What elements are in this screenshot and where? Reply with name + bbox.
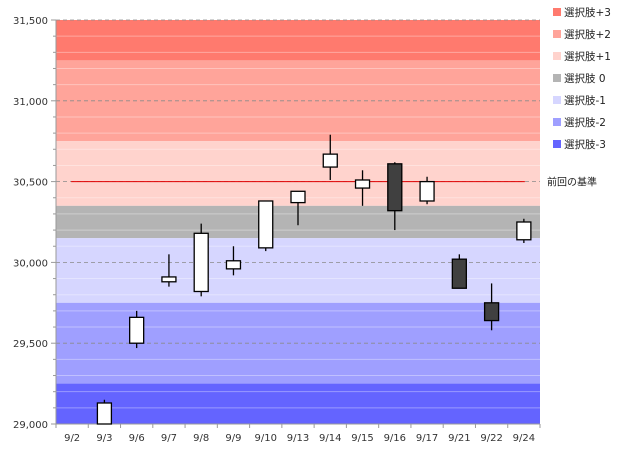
candle: [387, 162, 403, 231]
candle: [451, 254, 467, 289]
legend-label: 選択肢+1: [564, 50, 611, 63]
y-tick-label: 30,000: [13, 258, 48, 269]
legend-label: 選択肢 0: [564, 72, 606, 85]
y-tick-label: 29,500: [13, 339, 48, 350]
x-tick-label: 9/2: [64, 433, 80, 444]
x-tick-label: 9/15: [351, 433, 373, 444]
x-tick-label: 9/16: [384, 433, 406, 444]
legend-swatch: [553, 52, 561, 60]
candle: [516, 218, 532, 244]
legend-swatch: [553, 74, 561, 82]
x-tick-label: 9/10: [254, 433, 276, 444]
x-tick-label: 9/14: [319, 433, 341, 444]
candle-layer: [96, 134, 532, 425]
candle-body: [96, 402, 113, 425]
x-tick-label: 9/3: [96, 433, 112, 444]
legend-swatch: [553, 96, 561, 104]
legend-swatch: [553, 30, 561, 38]
candle-body: [290, 190, 306, 204]
candle-body: [419, 180, 435, 202]
candle-body: [225, 260, 242, 270]
candle-body: [193, 232, 209, 293]
axis-layer: 29,000 29,500 30,000 30,500 31,000 31,500 9/2 9…: [13, 16, 541, 444]
candle: [225, 246, 242, 276]
legend-label: 選択肢-1: [564, 94, 606, 107]
candle-body: [129, 316, 145, 344]
legend-swatch: [553, 8, 561, 16]
y-tick-label: 31,500: [13, 16, 48, 27]
legend-label: 選択肢-3: [564, 138, 606, 151]
x-tick-label: 9/22: [480, 433, 502, 444]
candle: [129, 310, 145, 349]
reference-line-label: 前回の基準: [547, 176, 597, 189]
candle-body: [483, 302, 500, 322]
band-6: [56, 383, 540, 424]
candle: [161, 254, 177, 287]
band-4: [56, 238, 540, 303]
candle-body: [322, 153, 338, 168]
legend-item: 選択肢+3: [553, 6, 611, 19]
candle-body: [161, 276, 177, 283]
x-tick-label: 9/24: [513, 433, 535, 444]
band-0: [56, 20, 540, 61]
candle-body: [387, 163, 403, 212]
candle: [96, 399, 113, 425]
legend-swatch: [553, 140, 561, 148]
legend-item: 選択肢-1: [553, 94, 606, 107]
candle-body: [258, 200, 274, 249]
candle: [354, 170, 371, 206]
legend-item: 選択肢+2: [553, 28, 611, 41]
legend-swatch: [553, 118, 561, 126]
legend-item: 選択肢-2: [553, 116, 606, 129]
legend-label: 選択肢-2: [564, 116, 606, 129]
candle-body: [354, 179, 371, 189]
x-tick-label: 9/13: [287, 433, 309, 444]
candle: [258, 200, 274, 252]
legend-item: 選択肢+1: [553, 50, 611, 63]
candle-body: [451, 258, 467, 289]
candle: [322, 134, 338, 180]
candle: [290, 190, 306, 226]
x-tick-label: 9/7: [161, 433, 177, 444]
candle-body: [516, 221, 532, 241]
reference-layer: 前回の基準: [71, 176, 597, 189]
y-tick-label: 30,500: [13, 178, 48, 189]
y-tick-label: 31,000: [13, 97, 48, 108]
x-tick-label: 9/17: [416, 433, 438, 444]
candle: [483, 283, 500, 331]
legend: 選択肢+3 選択肢+2 選択肢+1 選択肢 0 選択肢-1 選択肢-2 選択肢-3: [553, 6, 611, 151]
x-tick-label: 9/6: [129, 433, 145, 444]
legend-label: 選択肢+2: [564, 28, 611, 41]
x-tick-label: 9/9: [225, 433, 241, 444]
y-tick-label: 29,000: [13, 420, 48, 431]
legend-label: 選択肢+3: [564, 6, 611, 19]
candle: [419, 176, 435, 205]
candle: [193, 223, 209, 297]
x-tick-label: 9/21: [448, 433, 470, 444]
legend-item: 選択肢 0: [553, 72, 606, 85]
x-tick-label: 9/8: [193, 433, 209, 444]
legend-item: 選択肢-3: [553, 138, 606, 151]
